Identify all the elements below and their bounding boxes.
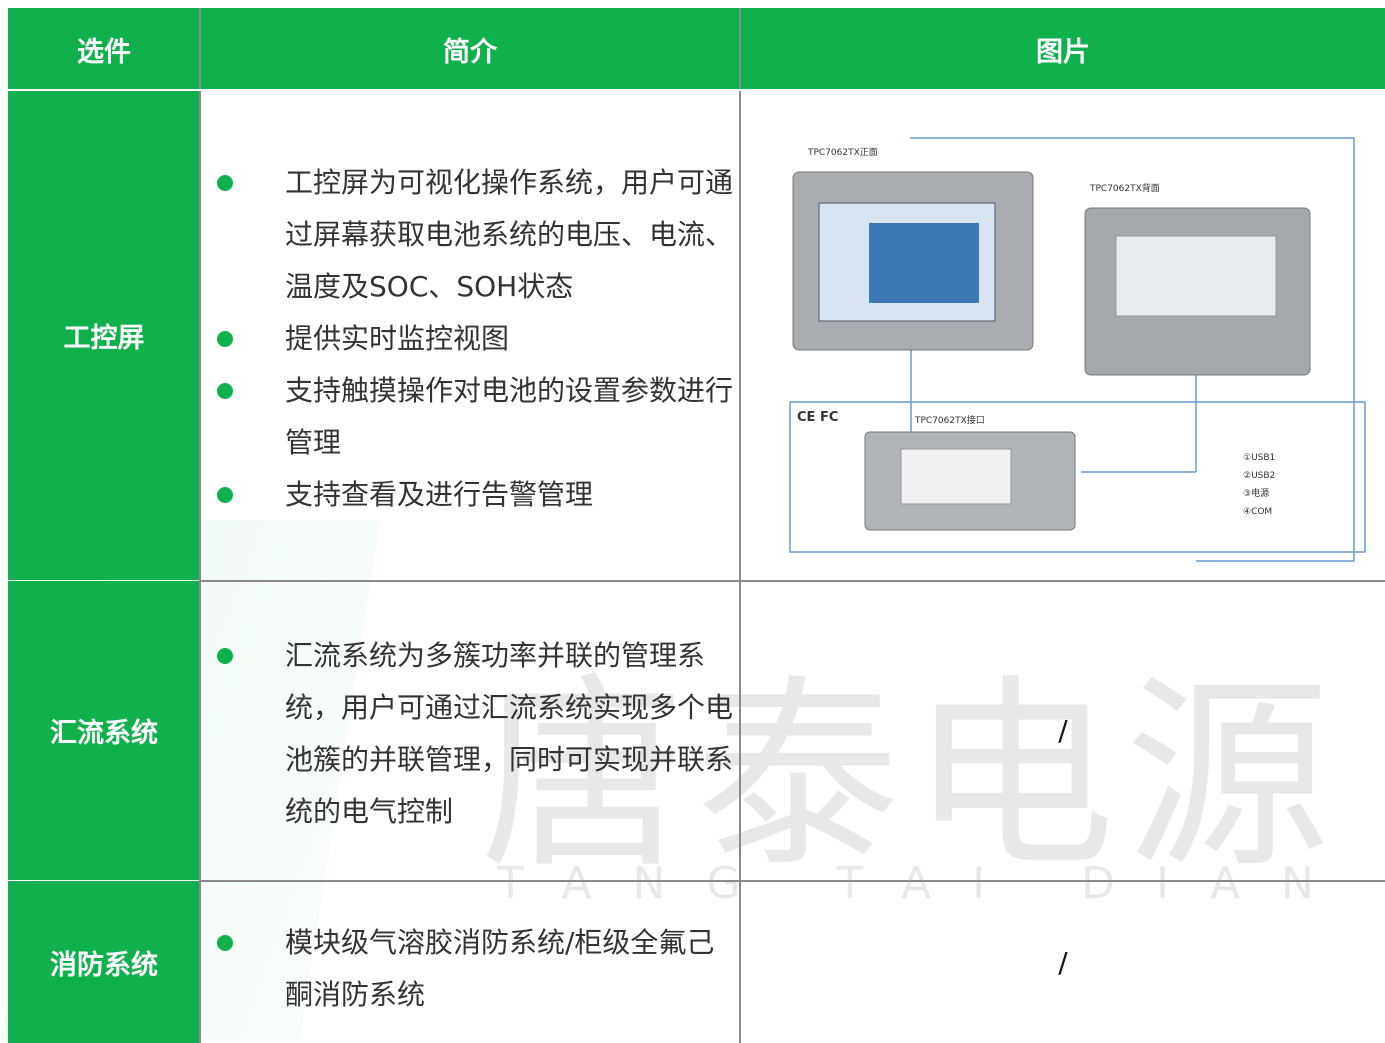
connector <box>910 137 1355 562</box>
picture-label: TPC7062TX接口 <box>914 414 985 426</box>
watermark-subtitle: TANG TAI DIAN YUAN <box>497 858 1385 909</box>
device-diagram: TPC7062TX正面 TPC7062TX背面 TPC7062TX接口 CE F… <box>789 137 1366 562</box>
picture-label: TPC7062TX正面 <box>807 147 878 158</box>
bullet-text: 模块级气溶胶消防系统/柜级全氟己酮消防系统 <box>285 926 715 1011</box>
col-border <box>199 8 201 1043</box>
header-cell: 选件 <box>8 8 200 90</box>
row-name: 汇流系统 <box>8 581 200 880</box>
label-plate <box>1115 235 1277 317</box>
legend-item: ①USB1 <box>1243 453 1275 463</box>
row-border <box>200 580 1385 582</box>
bullet-dot <box>217 383 233 399</box>
bullet-text: 工控屏为可视化操作系统，用户可通过屏幕获取电池系统的电压、电流、温度及SOC、S… <box>285 166 734 303</box>
bullet-dot <box>217 487 233 503</box>
bullet-text: 支持查看及进行告警管理 <box>285 478 594 511</box>
bullet-dot <box>217 331 233 347</box>
picture-placeholder: / <box>1058 714 1068 747</box>
legend-item: ④COM <box>1243 507 1272 517</box>
bullet-text: 汇流系统为多簇功率并联的管理系统，用户可通过汇流系统实现多个电池簇的并联管理，同… <box>285 639 734 828</box>
legend-item: ③电源 <box>1243 487 1269 499</box>
legend-item: ②USB2 <box>1243 471 1275 481</box>
bullet-dot <box>217 935 233 951</box>
watermark-title: 唐泰电源 <box>480 658 1340 896</box>
row-name: 工控屏 <box>8 91 200 580</box>
bullet-dot <box>217 648 233 664</box>
screen-image <box>869 223 979 303</box>
header-cell: 简介 <box>201 8 739 90</box>
picture-placeholder: / <box>1058 945 1068 979</box>
label-plate <box>900 448 1012 505</box>
picture-label: CE FC <box>797 410 838 425</box>
header-cell: 图片 <box>741 8 1385 90</box>
bullet-text: 支持触摸操作对电池的设置参数进行管理 <box>285 374 734 459</box>
bullet-dot <box>217 175 233 191</box>
row-border <box>8 89 1385 91</box>
row-name: 消防系统 <box>8 881 200 1043</box>
frame <box>789 401 1366 553</box>
bullet-text: 提供实时监控视图 <box>285 322 510 355</box>
col-border <box>739 8 741 1043</box>
picture-label: TPC7062TX背面 <box>1089 182 1160 194</box>
row-border <box>200 880 1385 882</box>
